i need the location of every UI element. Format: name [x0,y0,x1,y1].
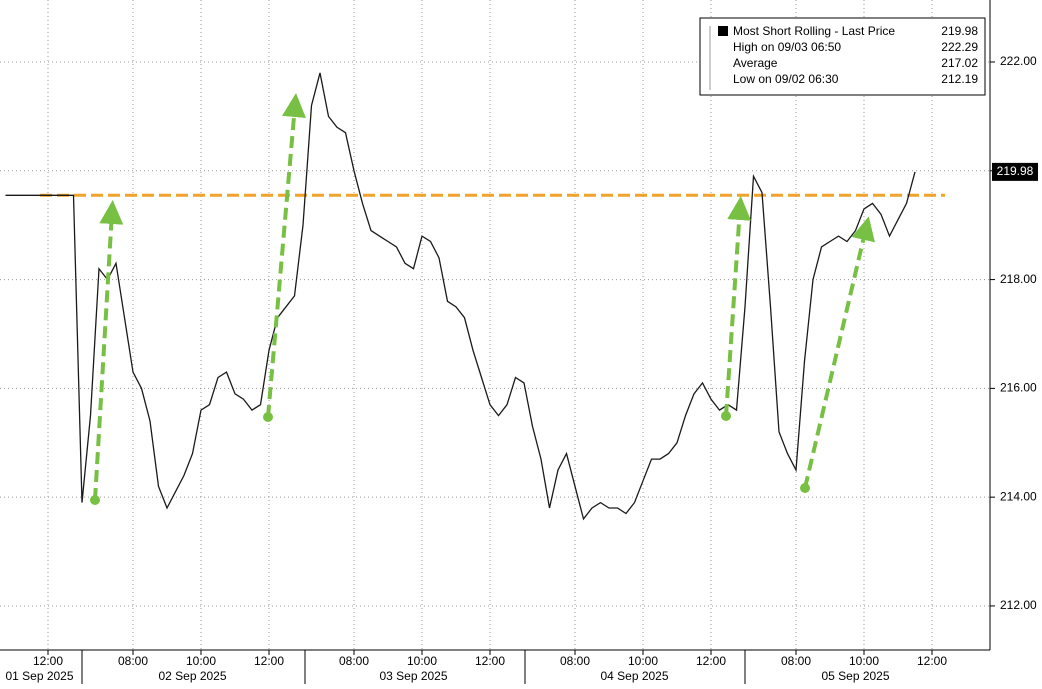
x-tick-label: 08:00 [781,654,811,668]
date-label: 01 Sep 2025 [5,669,73,683]
dot [800,483,810,493]
legend-label: Average [733,56,778,70]
annotations [93,93,875,501]
y-tick-label: 222.00 [1000,54,1037,68]
arrow [93,200,124,501]
x-tick-label: 08:00 [118,654,148,668]
dot [721,411,731,421]
last-price-tag-bg [992,162,1038,181]
legend-label: Low on 09/02 06:30 [733,72,839,86]
x-tick-label: 12:00 [475,654,505,668]
legend-value: 219.98 [941,24,978,38]
x-tick-label: 10:00 [186,654,216,668]
last-price-tag: 219.98 [997,164,1034,178]
legend-value: 222.29 [941,40,978,54]
y-tick-label: 216.00 [1000,381,1037,395]
x-tick-label: 10:00 [407,654,437,668]
dot [263,412,273,422]
arrow [266,93,306,418]
y-tick-label: 218.00 [1000,272,1037,286]
legend-box [699,17,986,96]
x-tick-label: 12:00 [917,654,947,668]
legend-label: Most Short Rolling - Last Price [733,24,895,38]
date-label: 04 Sep 2025 [600,669,668,683]
grid [0,0,990,650]
x-tick-label: 12:00 [254,654,284,668]
y-tick-label: 214.00 [1000,489,1037,503]
legend-value: 217.02 [941,56,978,70]
dot [90,495,100,505]
x-tick-label: 12:00 [696,654,726,668]
plot [5,72,945,521]
date-label: 03 Sep 2025 [379,669,447,683]
x-tick-label: 08:00 [560,654,590,668]
date-label: 05 Sep 2025 [821,669,889,683]
legend: Most Short Rolling - Last Price 219.98 H… [699,17,986,96]
legend-value: 212.19 [941,72,978,86]
y-tick-label: 212.00 [1000,598,1037,612]
day-separators [81,650,746,684]
arrow [803,216,875,489]
arrow [724,196,752,417]
x-tick-label: 10:00 [628,654,658,668]
x-tick-label: 12:00 [33,654,63,668]
legend-swatch [718,26,728,36]
price-line [5,72,916,521]
x-tick-label: 10:00 [849,654,879,668]
legend-label: High on 09/03 06:50 [733,40,841,54]
x-tick-label: 08:00 [339,654,369,668]
date-label: 02 Sep 2025 [158,669,226,683]
arrow-dots [90,411,810,505]
